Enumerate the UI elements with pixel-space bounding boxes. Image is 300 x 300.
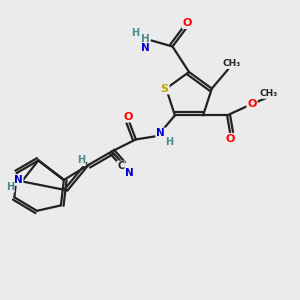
- Text: S: S: [161, 84, 169, 94]
- Text: O: O: [225, 134, 235, 144]
- Text: O: O: [183, 18, 192, 28]
- Text: H: H: [6, 182, 14, 192]
- Text: CH₃: CH₃: [223, 59, 241, 68]
- Text: O: O: [123, 112, 133, 122]
- Text: N: N: [124, 168, 134, 178]
- Text: N: N: [156, 128, 165, 138]
- Text: CH₃: CH₃: [260, 89, 278, 98]
- Text: C: C: [117, 161, 124, 171]
- Text: O: O: [247, 99, 257, 109]
- Text: H: H: [165, 136, 173, 146]
- Text: N: N: [14, 175, 23, 185]
- Text: H: H: [131, 28, 139, 38]
- Text: H: H: [140, 34, 149, 44]
- Text: N: N: [140, 43, 149, 53]
- Text: H: H: [77, 155, 85, 165]
